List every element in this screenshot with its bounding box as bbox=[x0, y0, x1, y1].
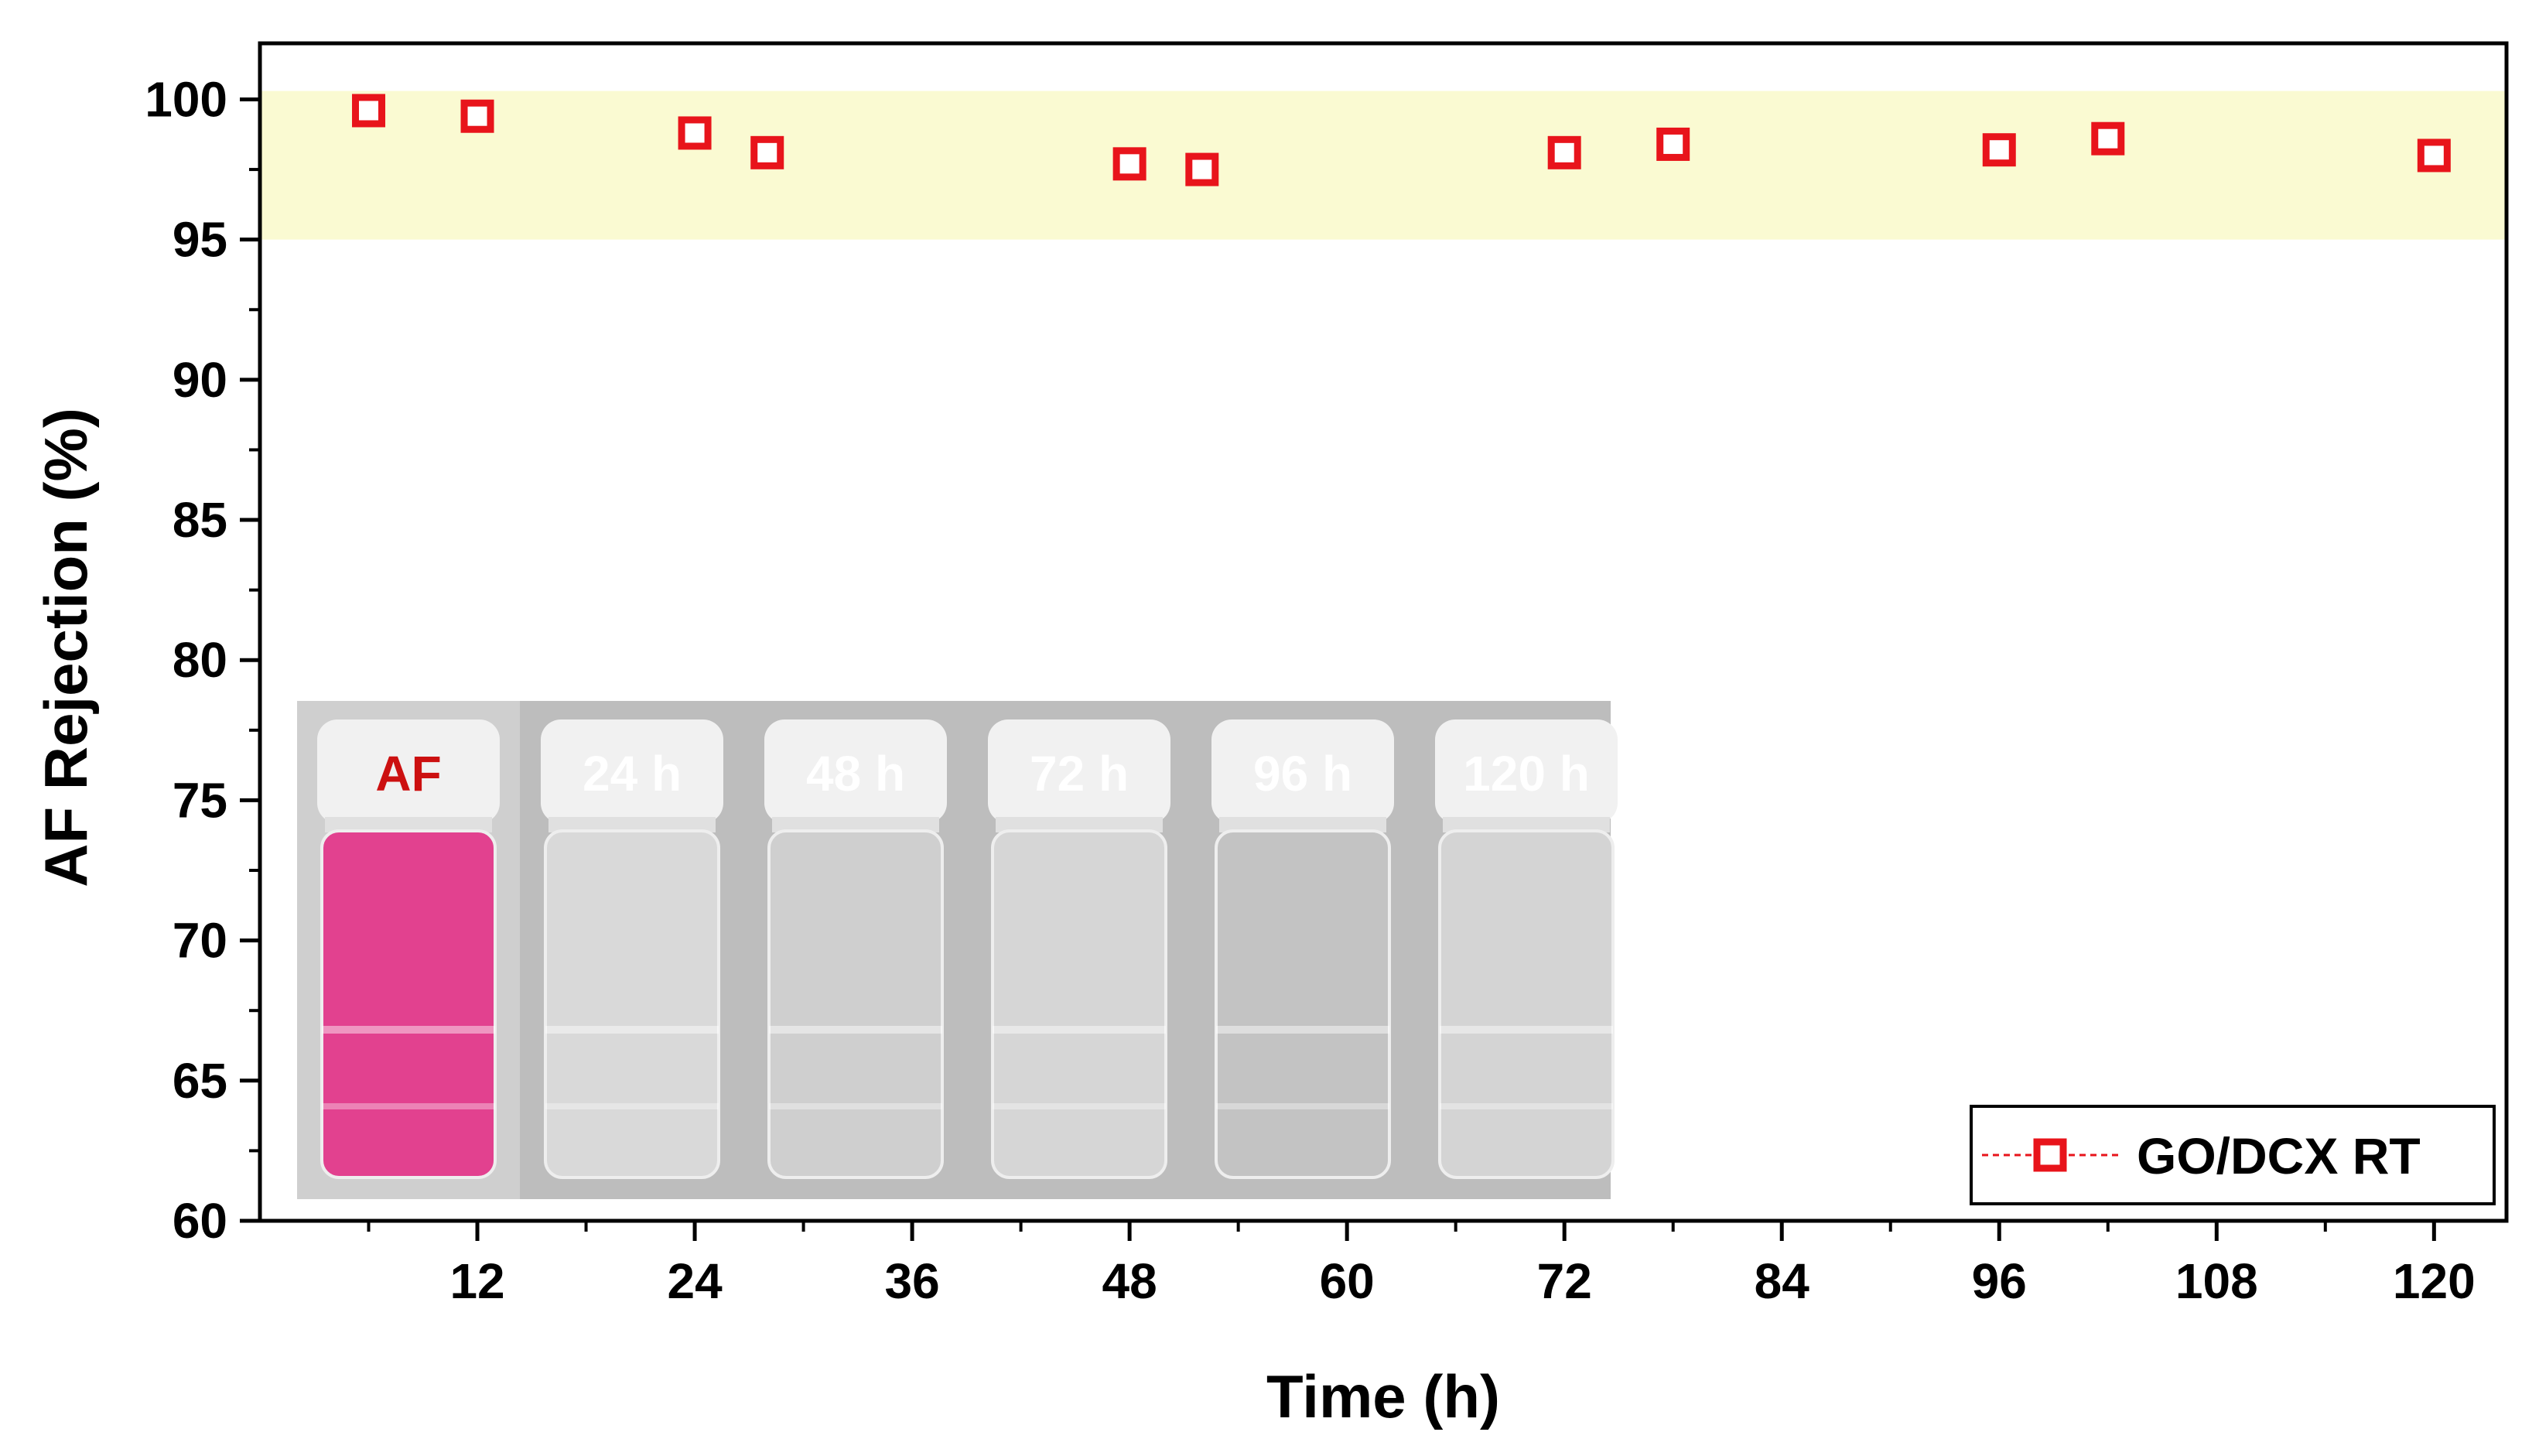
x-tick-label: 24 bbox=[667, 1253, 723, 1309]
vial-body bbox=[767, 829, 944, 1179]
vial-body bbox=[320, 829, 497, 1179]
y-tick-label: 75 bbox=[173, 772, 227, 828]
x-tick-label: 96 bbox=[1972, 1253, 2027, 1309]
vial-reflection bbox=[545, 1103, 719, 1109]
vial: 72 h bbox=[988, 719, 1170, 1179]
series-go-dcx-rt bbox=[352, 94, 2451, 186]
vial-label: AF bbox=[375, 746, 441, 801]
vial-cap bbox=[541, 719, 723, 823]
vial-reflection bbox=[1216, 1103, 1389, 1109]
x-tick-label: 12 bbox=[449, 1253, 504, 1309]
vial-neck bbox=[1219, 817, 1386, 832]
y-axis-title: AF Rejection (%) bbox=[32, 408, 100, 887]
vial-label: 24 h bbox=[583, 746, 682, 801]
vial-cap bbox=[988, 719, 1170, 823]
vial-neck bbox=[996, 817, 1163, 832]
x-tick-label: 84 bbox=[1755, 1253, 1810, 1309]
vial-reflection bbox=[993, 1103, 1166, 1109]
data-point bbox=[352, 94, 386, 128]
vial-cap bbox=[764, 719, 947, 823]
x-tick-label: 120 bbox=[2393, 1253, 2476, 1309]
x-tick-label: 108 bbox=[2175, 1253, 2258, 1309]
vial-label: 96 h bbox=[1253, 746, 1352, 801]
data-point bbox=[2417, 138, 2451, 173]
x-tick-label: 36 bbox=[885, 1253, 940, 1309]
x-tick-label: 60 bbox=[1320, 1253, 1375, 1309]
y-tick-label: 65 bbox=[173, 1053, 227, 1109]
x-tick-label: 48 bbox=[1102, 1253, 1157, 1309]
data-point bbox=[460, 99, 494, 133]
vial: 24 h bbox=[541, 719, 723, 1179]
data-point bbox=[2091, 121, 2125, 156]
vial: 48 h bbox=[764, 719, 947, 1179]
data-point bbox=[1656, 127, 1690, 161]
data-point bbox=[1982, 133, 2016, 167]
vial-neck bbox=[548, 817, 716, 832]
vial-reflection bbox=[322, 1026, 495, 1034]
vial-reflection bbox=[545, 1026, 719, 1034]
data-point bbox=[1112, 147, 1146, 181]
vial-photo-inset: AF 24 h 48 h 72 h 96 h 120 h bbox=[297, 701, 1618, 1199]
vial: 120 h bbox=[1435, 719, 1618, 1179]
vial: 96 h bbox=[1211, 719, 1394, 1179]
vial-neck bbox=[1443, 817, 1610, 832]
x-tick-label: 72 bbox=[1537, 1253, 1592, 1309]
y-tick-label: 90 bbox=[173, 352, 227, 408]
vial-reflection bbox=[993, 1026, 1166, 1034]
legend-label: GO/DCX RT bbox=[2137, 1127, 2421, 1184]
vial-body bbox=[544, 829, 720, 1179]
legend-marker bbox=[2033, 1138, 2067, 1172]
data-point bbox=[678, 116, 712, 150]
vial-body bbox=[1215, 829, 1391, 1179]
vial-body bbox=[1438, 829, 1615, 1179]
vial-reflection bbox=[322, 1103, 495, 1109]
vial-label: 120 h bbox=[1463, 746, 1590, 801]
vial-body bbox=[991, 829, 1167, 1179]
vial-reflection bbox=[1216, 1026, 1389, 1034]
y-tick-label: 70 bbox=[173, 913, 227, 969]
vial-reflection bbox=[769, 1103, 942, 1109]
data-point bbox=[1547, 135, 1581, 169]
y-tick-label: 100 bbox=[145, 71, 227, 127]
y-tick-label: 80 bbox=[173, 632, 227, 688]
data-point bbox=[1185, 152, 1219, 186]
data-point bbox=[750, 135, 784, 169]
vial-label: 48 h bbox=[806, 746, 905, 801]
vial: AF bbox=[317, 719, 500, 1179]
y-tick-label: 95 bbox=[173, 212, 227, 268]
vial-reflection bbox=[1440, 1103, 1613, 1109]
vial-neck bbox=[325, 817, 492, 832]
y-tick-label: 85 bbox=[173, 492, 227, 548]
y-tick-label: 60 bbox=[173, 1193, 227, 1249]
vial-reflection bbox=[769, 1026, 942, 1034]
vial-cap bbox=[1211, 719, 1394, 823]
plot-frame bbox=[258, 41, 2509, 1223]
highlight-band bbox=[260, 91, 2507, 240]
vial-neck bbox=[772, 817, 939, 832]
x-axis-title: Time (h) bbox=[1266, 1362, 1500, 1430]
vial-label: 72 h bbox=[1030, 746, 1129, 801]
legend: GO/DCX RT bbox=[1970, 1105, 2496, 1205]
vial-reflection bbox=[1440, 1026, 1613, 1034]
vial-cap bbox=[1435, 719, 1618, 823]
axis-ticks: 12 24 36 48 60 72 84 96 108 120 60 65 70 75 80 85 90 95 10… bbox=[145, 71, 2475, 1309]
vial-cap bbox=[317, 719, 500, 823]
